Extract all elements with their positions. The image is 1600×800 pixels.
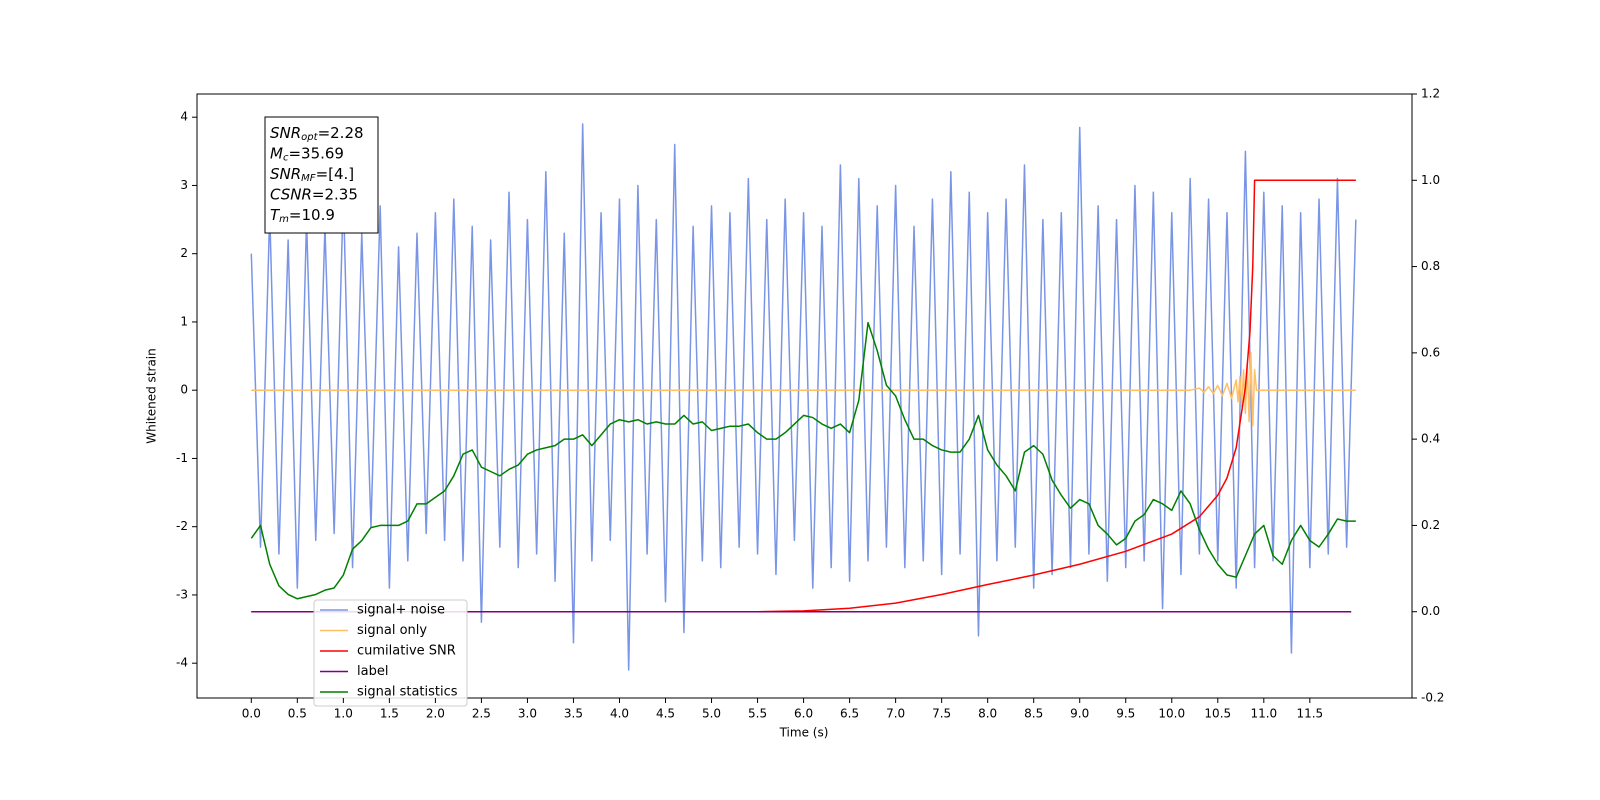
annotation-text: =[4.]	[316, 165, 355, 183]
annotation-text: =10.9	[289, 206, 335, 224]
y-tick-label: -2	[176, 519, 188, 533]
legend: signal+ noise signal only cumilative SNR la…	[313, 599, 468, 707]
x-tick-label: 0.5	[288, 707, 307, 721]
x-tick-label: 10.0	[1158, 707, 1185, 721]
axes-frame	[196, 93, 1413, 699]
y2-tick-label: 1.0	[1421, 173, 1440, 187]
y2-tick-label: 0.2	[1421, 518, 1440, 532]
x-tick-label: 1.5	[380, 707, 399, 721]
x-tick-label: 6.5	[840, 707, 859, 721]
annotation-subscript: MF	[301, 173, 316, 184]
y-tick-label: 1	[180, 314, 188, 328]
x-tick-label: 7.0	[886, 707, 905, 721]
x-tick-label: 8.0	[978, 707, 997, 721]
x-tick-label: 1.0	[334, 707, 353, 721]
x-tick-label: 9.5	[1116, 707, 1135, 721]
annotation-frame	[264, 116, 379, 234]
y2-tick-label: 0.4	[1421, 432, 1440, 446]
series-line	[251, 179, 1356, 613]
annotation-subscript: m	[279, 214, 289, 225]
annotation-text: =2.28	[318, 124, 364, 142]
annotation-line: Tm=10.9	[270, 206, 335, 226]
y2-tick-label: 1.2	[1421, 87, 1440, 101]
legend-label: label	[357, 664, 388, 679]
y-axis-label: Whitened strain	[145, 348, 159, 444]
annotation-symbol: CSNR	[270, 185, 312, 203]
y-tick-label: 3	[180, 178, 188, 192]
y-tick-label: -3	[176, 587, 188, 601]
x-axis-label: Time (s)	[779, 726, 829, 740]
plot-area	[250, 123, 1357, 671]
x-tick-label: 3.5	[564, 707, 583, 721]
y-tick-label: 0	[180, 383, 188, 397]
x-tick-label: 7.5	[932, 707, 951, 721]
x-tick-label: 5.5	[748, 707, 767, 721]
x-tick-label: 10.5	[1204, 707, 1231, 721]
y-tick-label: 4	[180, 110, 188, 124]
y-tick-label: -1	[176, 451, 188, 465]
annotation-line: SNRMF=[4.]	[270, 165, 354, 185]
x-tick-label: 8.5	[1024, 707, 1043, 721]
legend-label: signal+ noise	[357, 603, 445, 618]
legend-label: cumilative SNR	[357, 644, 456, 659]
annotation-line: CSNR=2.35	[270, 185, 358, 203]
x-tick-label: 5.0	[702, 707, 721, 721]
x-tick-label: 2.5	[472, 707, 491, 721]
legend-label: signal only	[357, 623, 427, 638]
annotation-text: =2.35	[312, 185, 358, 203]
annotation-symbol: M	[270, 144, 283, 162]
x-tick-label: 4.0	[610, 707, 629, 721]
x-tick-label: 11.5	[1296, 707, 1323, 721]
x-tick-label: 9.0	[1070, 707, 1089, 721]
y2-tick-label: 0.0	[1421, 604, 1440, 618]
annotation-symbol: SNR	[270, 165, 301, 183]
x-tick-label: 0.0	[242, 707, 261, 721]
y2-tick-label: 0.6	[1421, 345, 1440, 359]
legend-label: signal statistics	[357, 685, 458, 700]
x-tick-label: 3.0	[518, 707, 537, 721]
annotation-subscript: c	[283, 153, 289, 164]
series-line	[250, 123, 1357, 671]
annotation-box: SNRopt=2.28Mc=35.69SNRMF=[4.]CSNR=2.35Tm…	[264, 116, 379, 234]
annotation-text: =35.69	[288, 144, 344, 162]
y-tick-label: 2	[180, 246, 188, 260]
x-tick-label: 2.0	[426, 707, 445, 721]
series-line	[251, 351, 1356, 427]
annotation-line: SNRopt=2.28	[270, 124, 364, 144]
annotation-line: Mc=35.69	[270, 144, 344, 164]
y2-tick-label: -0.2	[1421, 691, 1444, 705]
annotation-subscript: opt	[301, 132, 318, 143]
x-tick-label: 6.0	[794, 707, 813, 721]
annotation-symbol: T	[270, 206, 281, 224]
legend-frame	[313, 599, 468, 707]
y-tick-label: -4	[176, 656, 188, 670]
annotation-symbol: SNR	[270, 124, 301, 142]
x-tick-label: 4.5	[656, 707, 675, 721]
series-line	[250, 321, 1356, 600]
x-tick-label: 11.0	[1250, 707, 1277, 721]
y2-tick-label: 0.8	[1421, 259, 1440, 273]
